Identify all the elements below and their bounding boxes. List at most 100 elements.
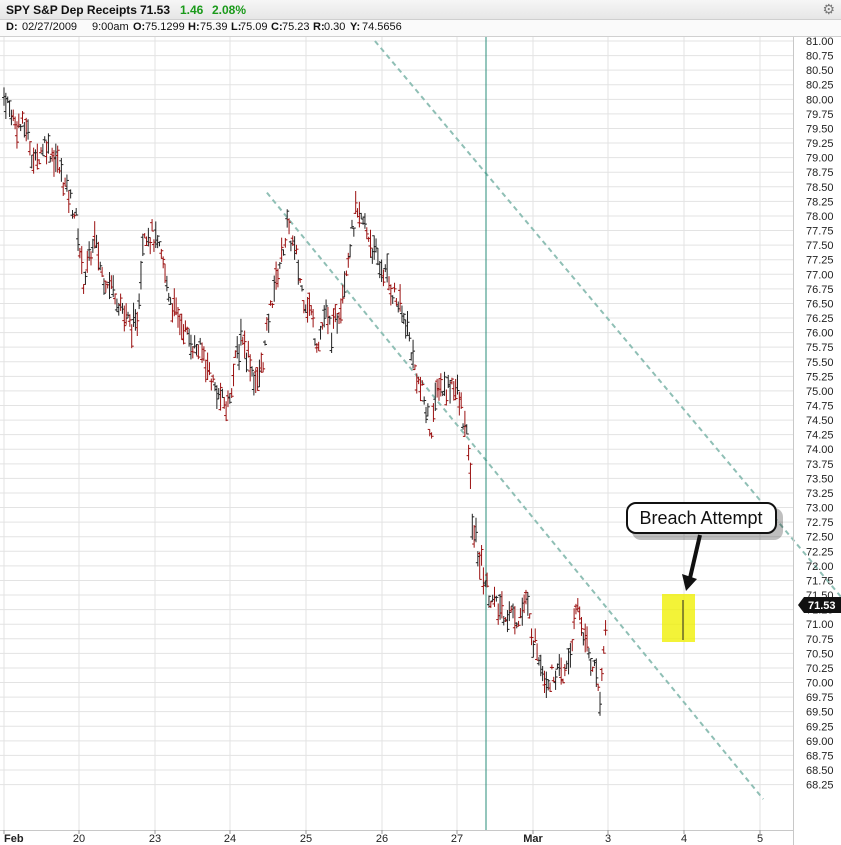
y-tick-label: 77.00 (806, 269, 834, 281)
x-tick-label: Mar (523, 833, 543, 845)
y-tick-label: 76.50 (806, 298, 834, 310)
ohlc-bars (2, 87, 608, 716)
high-label: H: (188, 21, 200, 33)
y-tick-label: 79.00 (806, 153, 834, 165)
price-change-pct: 2.08% (212, 3, 247, 17)
y-tick-label: 80.25 (806, 80, 834, 92)
y-tick-label: 71.00 (806, 619, 834, 631)
y-tick-label: 68.25 (806, 780, 834, 792)
x-tick-label: 24 (224, 833, 236, 845)
y-tick-label: 78.00 (806, 211, 834, 223)
callout-arrow-head (682, 574, 697, 591)
y-tick-label: 69.00 (806, 736, 834, 748)
quote-line: D: 02/27/2009 9:00am O: 75.1299 H: 75.39… (0, 20, 841, 37)
last-price-bg (804, 597, 841, 613)
y-tick-label: 77.75 (806, 226, 834, 238)
yest-label: Y: (350, 21, 361, 33)
header-bar: SPY S&P Dep Receipts 71.53 1.46 2.08% ⚙ (0, 0, 841, 20)
trend-channel (266, 40, 841, 800)
y-tick-label: 71.75 (806, 575, 834, 587)
y-tick-label: 69.25 (806, 721, 834, 733)
y-tick-label: 81.00 (806, 36, 834, 48)
x-axis: Feb 20 23 24 25 26 27 Mar 3 4 5 (0, 830, 793, 845)
x-tick-label: 4 (681, 833, 687, 845)
x-tick-label: 20 (73, 833, 85, 845)
quote-time: 9:00am (92, 21, 129, 33)
y-tick-label: 75.75 (806, 342, 834, 354)
y-tick-label: 75.50 (806, 357, 834, 369)
x-tick-label: 3 (605, 833, 611, 845)
x-tick-label: 23 (149, 833, 161, 845)
symbol-name: SPY S&P Dep Receipts (6, 3, 137, 17)
y-tick-label: 79.50 (806, 123, 834, 135)
channel-line-lower (266, 191, 765, 800)
breach-highlight-box (662, 594, 695, 642)
close-label: C: (271, 21, 283, 33)
chart-gridlines (0, 37, 793, 830)
low-value: 75.09 (240, 21, 268, 33)
high-value: 75.39 (200, 21, 228, 33)
y-axis: 81.00 80.75 80.50 80.25 80.00 79.75 79.50 79.25… (793, 36, 834, 845)
y-tick-label: 69.50 (806, 707, 834, 719)
low-label: L: (231, 21, 242, 33)
y-tick-label: 76.25 (806, 313, 834, 325)
x-tick-label: 27 (451, 833, 463, 845)
y-tick-label: 70.00 (806, 678, 834, 690)
gear-icon[interactable]: ⚙ (822, 1, 835, 17)
y-tick-label: 80.75 (806, 51, 834, 63)
x-tick-label: Feb (4, 833, 24, 845)
y-tick-label: 73.25 (806, 488, 834, 500)
y-tick-label: 72.25 (806, 546, 834, 558)
y-tick-label: 79.25 (806, 138, 834, 150)
x-tick-label: 25 (300, 833, 312, 845)
y-tick-label: 68.75 (806, 750, 834, 762)
y-tick-label: 75.00 (806, 386, 834, 398)
callout: Breach Attempt (626, 502, 783, 591)
y-tick-label: 74.50 (806, 415, 834, 427)
last-price-pointer (798, 597, 804, 613)
last-price-value: 71.53 (808, 600, 836, 612)
callout-arrow-shaft (688, 534, 702, 579)
price-change: 1.46 (180, 3, 204, 17)
y-tick-label: 77.25 (806, 255, 834, 267)
y-tick-label: 76.00 (806, 328, 834, 340)
callout-box (626, 502, 777, 534)
open-value: 75.1299 (145, 21, 185, 33)
period-label: D: (6, 21, 18, 33)
quote-date: 02/27/2009 (22, 21, 78, 33)
range-label: R: (313, 21, 325, 33)
y-tick-label: 73.50 (806, 473, 834, 485)
y-tick-label: 72.75 (806, 517, 834, 529)
open-label: O: (133, 21, 146, 33)
x-tick-label: 26 (376, 833, 388, 845)
y-tick-label: 74.75 (806, 401, 834, 413)
range-value: 0.30 (324, 21, 346, 33)
y-tick-label: 73.75 (806, 459, 834, 471)
y-tick-label: 75.25 (806, 371, 834, 383)
y-tick-label: 74.25 (806, 430, 834, 442)
close-value: 75.23 (282, 21, 310, 33)
callout-label: Breach Attempt (639, 508, 762, 528)
last-price: 71.53 (140, 3, 171, 17)
last-price-tag: 71.53 (798, 597, 841, 613)
y-tick-label: 70.75 (806, 634, 834, 646)
x-tick-label: 5 (757, 833, 763, 845)
y-tick-label: 69.75 (806, 692, 834, 704)
y-tick-label: 78.25 (806, 196, 834, 208)
y-tick-label: 68.50 (806, 765, 834, 777)
channel-line-upper (374, 40, 841, 599)
y-tick-label: 74.00 (806, 444, 834, 456)
y-tick-label: 76.75 (806, 284, 834, 296)
breach-annotation: Breach Attempt (626, 502, 783, 642)
y-tick-label: 72.00 (806, 561, 834, 573)
y-tick-label: 72.50 (806, 532, 834, 544)
y-tick-label: 80.00 (806, 94, 834, 106)
y-tick-label: 77.50 (806, 240, 834, 252)
y-tick-label: 79.75 (806, 109, 834, 121)
y-tick-label: 78.75 (806, 167, 834, 179)
y-tick-label: 78.50 (806, 182, 834, 194)
yest-value: 74.5656 (362, 21, 402, 33)
